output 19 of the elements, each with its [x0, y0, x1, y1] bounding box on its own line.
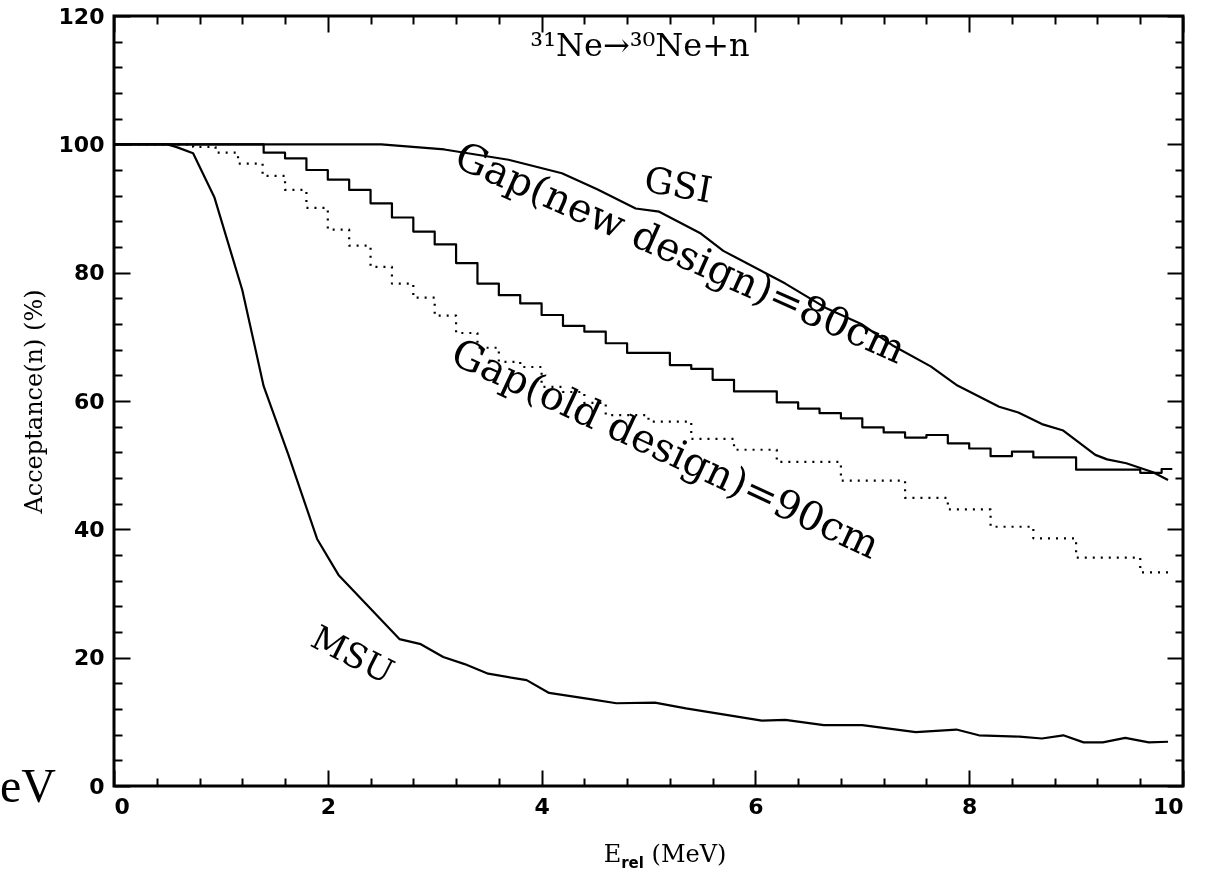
x-tick-label: 2: [320, 793, 336, 819]
y-tick-label: 40: [73, 516, 105, 542]
chart-title: ³¹Ne→³⁰Ne+n: [530, 26, 750, 64]
x-tick-label: 8: [962, 793, 978, 819]
x-tick-label: 4: [534, 793, 550, 819]
x-tick-label: 10: [1152, 793, 1184, 819]
y-tick-label: 60: [73, 388, 105, 414]
y-axis-title: Acceptance(n) (%): [19, 289, 48, 515]
y-tick-label: 80: [73, 260, 105, 286]
text: MSU: [305, 616, 401, 692]
y-tick-label: 20: [73, 645, 105, 671]
text: GSI: [641, 158, 716, 211]
y-tick-label: 0: [89, 773, 105, 799]
text: eV: [0, 758, 56, 813]
y-tick-label: 120: [58, 3, 105, 29]
x-tick-label: 6: [748, 793, 764, 819]
y-tick-label: 100: [58, 131, 105, 157]
x-axis-title: E$_{rel}$ (MeV): [602, 840, 728, 872]
x-tick-label: 0: [114, 793, 130, 819]
